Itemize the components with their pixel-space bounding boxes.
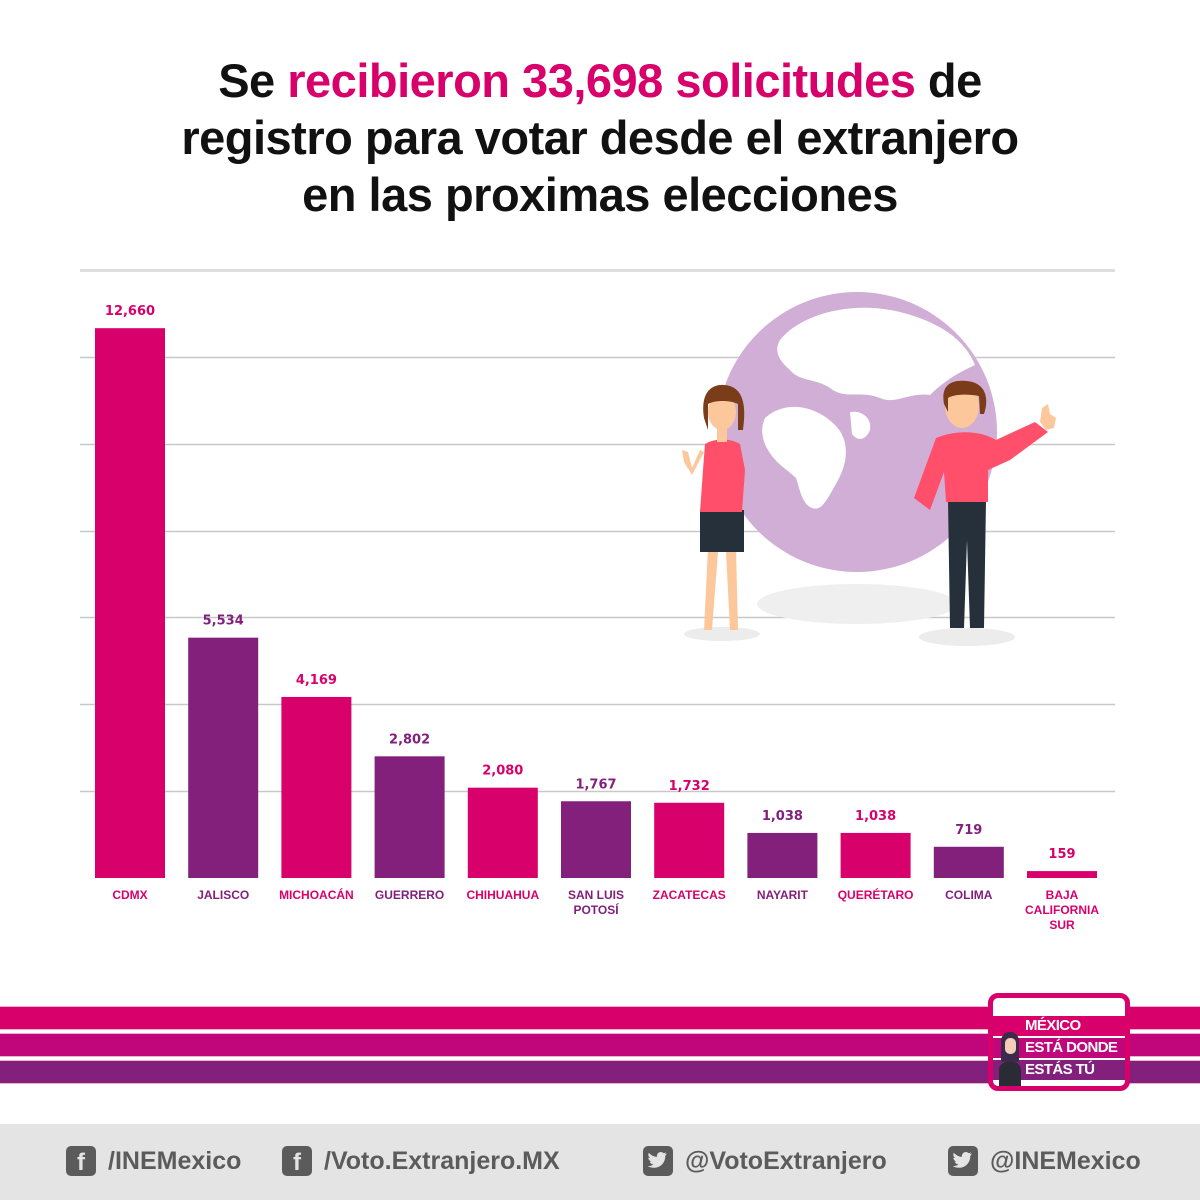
man-thumb-up <box>1040 404 1056 430</box>
headline-text: Se <box>218 54 288 107</box>
bar-michoacán <box>281 696 352 878</box>
logo-woman-icon <box>999 1032 1021 1086</box>
social-link-facebook-inemexico[interactable]: f /INEMexico <box>66 1146 241 1176</box>
logo-band-pink <box>993 1016 1125 1036</box>
category-label: MICHOACÁN <box>279 887 354 902</box>
bar-jalisco <box>188 637 259 878</box>
value-labels: 12,660 5,534 4,169 2,802 2,080 1,767 1,732 1,03… <box>105 304 1076 862</box>
logo-line-3: ESTÁS TÚ <box>1025 1061 1095 1078</box>
headline: Se recibieron 33,698 solicitudes de regi… <box>0 52 1200 223</box>
category-label: BAJA <box>1046 888 1079 902</box>
illustration-globe-people <box>682 292 1056 646</box>
footer-social-bar: f /INEMexico f /Voto.Extranjero.MX @Voto… <box>0 1124 1200 1200</box>
continent-europe-asia <box>777 307 975 401</box>
logo-line-2: ESTÁ DONDE <box>1025 1039 1118 1056</box>
woman-blouse <box>700 439 745 512</box>
social-link-twitter-votoextranjero[interactable]: @VotoExtranjero <box>643 1146 887 1176</box>
category-label: CDMX <box>112 888 147 902</box>
value-label: 2,080 <box>482 764 523 779</box>
logo-band-purple <box>993 1060 1125 1080</box>
category-label: GUERRERO <box>375 888 444 902</box>
headline-line-3: en las proximas elecciones <box>302 168 898 221</box>
category-label: ZACATECAS <box>653 888 726 902</box>
continent-arabia <box>850 411 871 439</box>
headline-text: de <box>915 54 982 107</box>
woman-face <box>708 394 736 430</box>
value-label: 12,660 <box>105 304 155 319</box>
value-label: 159 <box>1048 847 1075 862</box>
value-label: 1,732 <box>669 779 710 794</box>
bar-zacatecas <box>654 802 725 878</box>
campaign-logo: MÉXICO ESTÁ DONDE ESTÁS TÚ <box>988 993 1130 1091</box>
headline-highlight: recibieron 33,698 solicitudes <box>287 54 916 107</box>
bar-san-luis-potosí <box>561 801 631 878</box>
social-label: @INEMexico <box>990 1146 1141 1175</box>
category-label: SAN LUIS <box>568 888 624 902</box>
value-label: 4,169 <box>296 673 337 688</box>
bar-colima <box>933 846 1004 878</box>
social-link-facebook-voto-extranjero[interactable]: f /Voto.Extranjero.MX <box>282 1146 560 1176</box>
twitter-icon <box>643 1146 673 1176</box>
woman-arm-wave <box>682 450 704 475</box>
category-label: SUR <box>1049 918 1075 932</box>
headline-line-1: Se recibieron 33,698 solicitudes de <box>0 52 1200 109</box>
bar-chihuahua <box>467 787 538 878</box>
value-label: 1,038 <box>762 809 803 824</box>
category-label: JALISCO <box>197 888 249 902</box>
woman-hair <box>703 384 745 430</box>
value-label: 719 <box>955 823 982 838</box>
globe-shadow <box>757 584 957 624</box>
value-label: 1,767 <box>575 777 616 792</box>
social-label: @VotoExtranjero <box>685 1146 887 1175</box>
twitter-icon <box>948 1146 978 1176</box>
man-pants <box>948 500 986 628</box>
category-label: POTOSÍ <box>573 902 619 917</box>
bar-baja-california-sur <box>1027 871 1097 878</box>
value-label: 5,534 <box>203 614 244 629</box>
category-labels: CDMX JALISCO MICHOACÁN GUERRERO CHIHUAHUA SAN… <box>112 887 1099 932</box>
woman-shadow <box>684 627 760 641</box>
bar-querétaro <box>840 832 911 878</box>
continent-africa <box>762 406 846 509</box>
category-label: COLIMA <box>945 888 993 902</box>
category-label: CHIHUAHUA <box>466 888 539 902</box>
value-label: 2,802 <box>389 732 430 747</box>
value-label: 1,038 <box>855 809 896 824</box>
social-label: /Voto.Extranjero.MX <box>324 1146 560 1175</box>
facebook-icon: f <box>282 1146 312 1176</box>
bar-chart: 12,660 5,534 4,169 2,802 2,080 1,767 1,732 1,03… <box>80 269 1115 932</box>
bar-cdmx <box>95 328 165 878</box>
bar-guerrero <box>374 756 445 878</box>
woman-legs <box>704 548 738 630</box>
man-shirt <box>914 422 1048 510</box>
bar-nayarit <box>747 832 818 878</box>
category-label: NAYARIT <box>757 888 809 902</box>
category-label: CALIFORNIA <box>1025 903 1099 917</box>
logo-band-magenta <box>993 1038 1125 1058</box>
man-hair <box>943 380 987 414</box>
category-label: QUERÉTARO <box>838 887 914 902</box>
facebook-icon: f <box>66 1146 96 1176</box>
woman-neck <box>717 428 727 442</box>
headline-line-2: registro para votar desde el extranjero <box>181 111 1019 164</box>
social-link-twitter-inemexico[interactable]: @INEMexico <box>948 1146 1141 1176</box>
bars <box>95 328 1097 878</box>
social-label: /INEMexico <box>108 1146 242 1175</box>
woman-skirt <box>700 510 744 552</box>
logo-line-1: MÉXICO <box>1025 1017 1081 1034</box>
man-shadow <box>919 628 1015 646</box>
